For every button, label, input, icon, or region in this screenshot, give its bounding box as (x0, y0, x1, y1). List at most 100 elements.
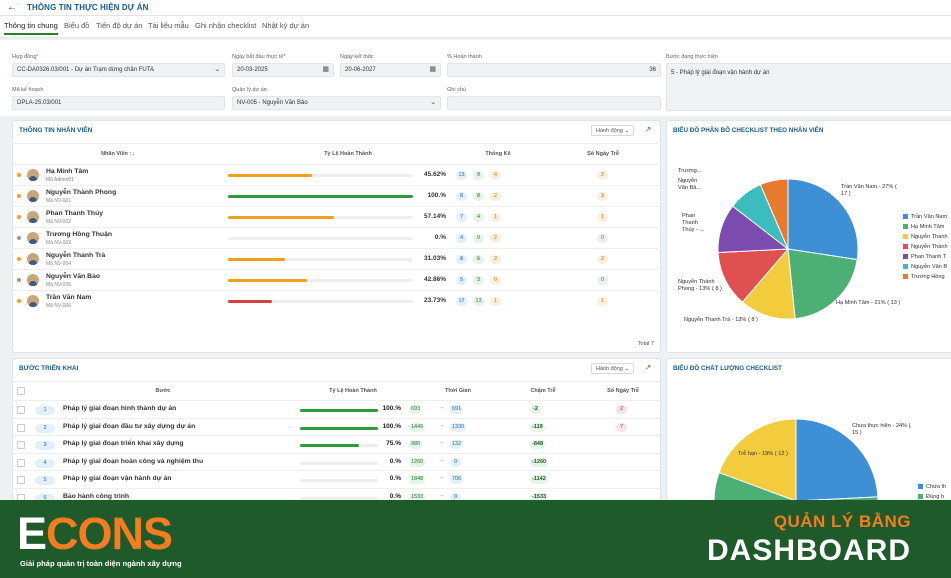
pie-slice[interactable] (717, 248, 790, 303)
status-dot (17, 236, 21, 240)
arrow-right-icon: → (438, 439, 445, 446)
pie-slice[interactable] (795, 418, 879, 502)
delay-badge: -2 (530, 405, 541, 414)
delay-badge: -1533 (530, 492, 549, 502)
chart-title: BIỂU ĐỒ PHÂN BỔ CHECKLIST THEO NHÂN VIÊN (673, 127, 824, 134)
pie-slice[interactable] (718, 418, 797, 502)
table-row[interactable]: 1 Pháp lý giai đoạn hình thành dự án 100… (13, 400, 660, 418)
row-checkbox[interactable] (17, 406, 25, 414)
staff-code: Mã NV-002 (46, 219, 72, 225)
contract-select[interactable]: CC-DA0326.03/001 - Dự án Trạm dừng chân … (12, 63, 225, 77)
table-row[interactable]: Hạ Minh Tâm Mã Admin01 45.62% 13 9 4 2 (13, 164, 662, 185)
progress-bar (228, 279, 413, 282)
table-row[interactable]: Nguyễn Thành Phong Mã NV-001 100.% 8 8 2… (13, 185, 662, 206)
table-row[interactable]: 3 Pháp lý giai đoạn triển khai xây dựng … (13, 435, 660, 453)
step-name[interactable]: Pháp lý giai đoạn triển khai xây dựng (63, 440, 184, 447)
table-row[interactable]: Phan Thanh Thúy Mã NV-002 57.14% 7 4 1 1 (13, 206, 662, 227)
tab-templates[interactable]: Tài liệu mẫu (148, 21, 189, 30)
end-date-field[interactable]: 20-06-2027 ▦ (340, 63, 441, 77)
note-field[interactable] (447, 96, 661, 110)
col-time: Thời Gian (445, 388, 471, 394)
step-name[interactable]: Pháp lý giai đoạn hình thành dự án (63, 405, 177, 412)
staff-name[interactable]: Hạ Minh Tâm (46, 168, 89, 175)
status-dot (17, 173, 21, 177)
arrow-left-icon[interactable]: ← (7, 2, 17, 13)
table-row[interactable]: Nguyễn Thanh Trà Mã NV-004 31.03% 8 6 2 … (13, 248, 662, 269)
planned-days-badge: 693 (409, 405, 423, 414)
manager-select[interactable]: NV-005 - Nguyễn Văn Bảo ⌄ (232, 96, 441, 110)
tab-checklist[interactable]: Ghi nhận checklist (195, 21, 257, 30)
arrow-right-icon: → (438, 456, 445, 464)
start-date-field[interactable]: 20-03-2025 ▦ (232, 63, 334, 77)
current-stage-label: Bước đang thực hiện (666, 54, 718, 60)
table-row[interactable]: 2 Pháp lý giai đoạn đầu tư xây dựng dự á… (13, 417, 660, 436)
status-dot (17, 299, 21, 303)
select-all-checkbox[interactable] (17, 387, 25, 395)
stat-late-badge: 1 (490, 213, 501, 222)
planned-days-badge: 1449 (409, 422, 426, 432)
staff-action-button[interactable]: Hành động ⌄ (591, 125, 635, 136)
staff-name[interactable]: Nguyễn Thành Phong (46, 189, 117, 196)
actual-days-badge: 0 (450, 457, 461, 467)
table-row[interactable]: 4 Pháp lý giai đoạn hoàn công và nghiệm … (13, 452, 660, 471)
plan-code-field[interactable]: DPLA-25.03/001 (12, 96, 225, 110)
completion-percent: 100.% (427, 192, 446, 199)
late-days-badge: 2 (616, 405, 627, 414)
staff-name[interactable]: Trương Hồng Thuận (46, 231, 113, 238)
staff-code: Mã NV-003 (46, 240, 72, 246)
banner-tagline: Giải pháp quản trị toàn diện ngành xây d… (20, 559, 182, 568)
tab-journal[interactable]: Nhật ký dự án (262, 21, 310, 30)
tab-general-info[interactable]: Thông tin chung (4, 21, 58, 35)
step-name[interactable]: Bảo hành công trình (63, 492, 130, 500)
staff-name[interactable]: Nguyễn Văn Bảo (46, 273, 101, 280)
pie-chart-svg (713, 418, 879, 503)
pie-slice[interactable] (787, 248, 858, 320)
table-row[interactable]: Trần Văn Nam Mã NV-006 23.73% 17 13 1 1 (13, 290, 662, 311)
pie-slice[interactable] (759, 178, 789, 250)
stat-done-badge: 0 (473, 234, 484, 243)
row-checkbox[interactable] (17, 423, 25, 432)
tab-progress[interactable]: Tiến độ dự án (96, 21, 143, 30)
progress-bar (228, 300, 413, 303)
staff-code: Mã Admin01 (46, 177, 74, 183)
expand-icon[interactable]: ↗ (644, 363, 652, 372)
stat-done-badge: 4 (473, 213, 484, 222)
row-checkbox[interactable] (17, 476, 25, 484)
pie-slice[interactable] (713, 471, 879, 503)
step-number-badge: 1 (35, 406, 55, 415)
row-checkbox[interactable] (17, 441, 25, 449)
stat-done-badge: 13 (473, 297, 484, 306)
actual-days-badge: 1330 (450, 422, 467, 432)
steps-action-button[interactable]: Hành động ⌄ (591, 363, 635, 374)
staff-total: Total 7 (637, 341, 654, 347)
staff-card-title: THÔNG TIN NHÂN VIÊN (19, 127, 93, 134)
avatar (27, 211, 39, 223)
staff-name[interactable]: Phan Thanh Thúy (46, 210, 104, 217)
table-row[interactable]: 6 Bảo hành công trình 0.% 1533 → 0 -1533 (13, 487, 660, 502)
staff-name[interactable]: Trần Văn Nam (46, 294, 92, 301)
percent-field[interactable]: 36 (447, 63, 661, 77)
pie-slice[interactable] (787, 178, 859, 261)
step-name[interactable]: Pháp lý giai đoạn hoàn công và nghiệm th… (63, 457, 204, 465)
banner-line-2: DASHBOARD (707, 534, 911, 567)
table-row[interactable]: Nguyễn Văn Bảo Mã NV-005 42.86% 5 3 0 0 (13, 269, 662, 290)
avatar (27, 232, 39, 244)
pie-slice[interactable] (741, 247, 796, 320)
late-days-badge: 1 (597, 213, 608, 222)
late-days-badge: 2 (597, 255, 608, 264)
expand-icon[interactable]: ↗ (644, 125, 652, 134)
avatar (27, 274, 39, 286)
col-staff[interactable]: Nhân Viên ↑↓ (101, 151, 135, 157)
table-row[interactable]: 5 Pháp lý giai đoạn vận hành dự án 0.% 1… (13, 470, 660, 488)
col-stats: Thống Kê (485, 151, 511, 157)
step-name[interactable]: Pháp lý giai đoạn vận hành dự án (63, 475, 172, 482)
row-checkbox[interactable] (17, 458, 25, 467)
table-row[interactable]: Trương Hồng Thuận Mã NV-003 0.% 4 0 2 0 (13, 227, 662, 248)
step-name[interactable]: Pháp lý giai đoạn đầu tư xây dựng dự án (63, 422, 196, 430)
progress-bar (228, 237, 413, 240)
completion-percent: 45.62% (423, 171, 446, 178)
staff-name[interactable]: Nguyễn Thanh Trà (46, 252, 106, 259)
avatar (27, 295, 39, 307)
current-stage-field[interactable]: 5 - Pháp lý giai đoạn vận hành dự án (666, 63, 951, 111)
tab-charts[interactable]: Biểu đồ (64, 21, 90, 30)
